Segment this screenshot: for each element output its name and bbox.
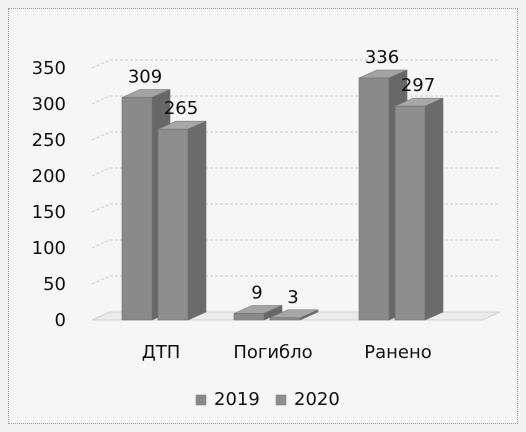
data-label-2020-2: 3 bbox=[287, 287, 298, 308]
y-axis-labels: 0 50 100 150 200 250 300 350 bbox=[32, 58, 66, 331]
data-label-2020-3: 297 bbox=[401, 75, 435, 96]
bar-front-face bbox=[269, 317, 301, 321]
grid-depth-line bbox=[91, 239, 111, 249]
legend-label-2020: 2020 bbox=[294, 389, 340, 410]
bar-series-2-cat-2 bbox=[269, 309, 319, 321]
y-tick-label: 350 bbox=[32, 58, 66, 79]
bar-front-face bbox=[358, 77, 390, 321]
y-tick-label: 200 bbox=[32, 166, 66, 187]
data-label-2019-3: 336 bbox=[365, 47, 399, 68]
x-category-label: ДТП bbox=[142, 342, 181, 363]
x-category-label: Ранено bbox=[364, 342, 432, 363]
x-category-label: Погибло bbox=[233, 342, 312, 363]
bar-series-2-cat-3 bbox=[394, 97, 444, 321]
bar-side-face bbox=[424, 97, 444, 321]
grid-depth-line bbox=[91, 203, 111, 213]
bar-front-face bbox=[394, 105, 426, 321]
y-tick-label: 150 bbox=[32, 202, 66, 223]
bar-front-face bbox=[157, 128, 189, 321]
grid-depth-line bbox=[91, 275, 111, 285]
bar-series-2-cat-1 bbox=[157, 120, 207, 321]
y-tick-label: 100 bbox=[32, 238, 66, 259]
x-axis-labels: ДТП Погибло Ранено bbox=[142, 342, 432, 363]
legend: 2019 2020 bbox=[195, 389, 340, 410]
bar-series-1-cat-2 bbox=[233, 305, 283, 321]
grid-depth-line bbox=[91, 131, 111, 141]
bar-front-face bbox=[233, 313, 265, 321]
bar-side-face bbox=[187, 120, 207, 321]
grid-depth-line bbox=[91, 59, 111, 69]
y-tick-label: 300 bbox=[32, 94, 66, 115]
data-label-2019-1: 309 bbox=[128, 67, 162, 88]
legend-label-2019: 2019 bbox=[214, 389, 260, 410]
legend-swatch-2019 bbox=[195, 394, 207, 406]
legend-swatch-2020 bbox=[275, 394, 287, 406]
data-label-2020-1: 265 bbox=[164, 98, 198, 119]
y-tick-label: 0 bbox=[55, 310, 66, 331]
bar-front-face bbox=[121, 97, 153, 321]
y-tick-label: 250 bbox=[32, 130, 66, 151]
y-tick-label: 50 bbox=[43, 274, 66, 295]
data-label-2019-2: 9 bbox=[251, 283, 262, 304]
grid-depth-line bbox=[91, 95, 111, 105]
grid-depth-line bbox=[91, 167, 111, 177]
